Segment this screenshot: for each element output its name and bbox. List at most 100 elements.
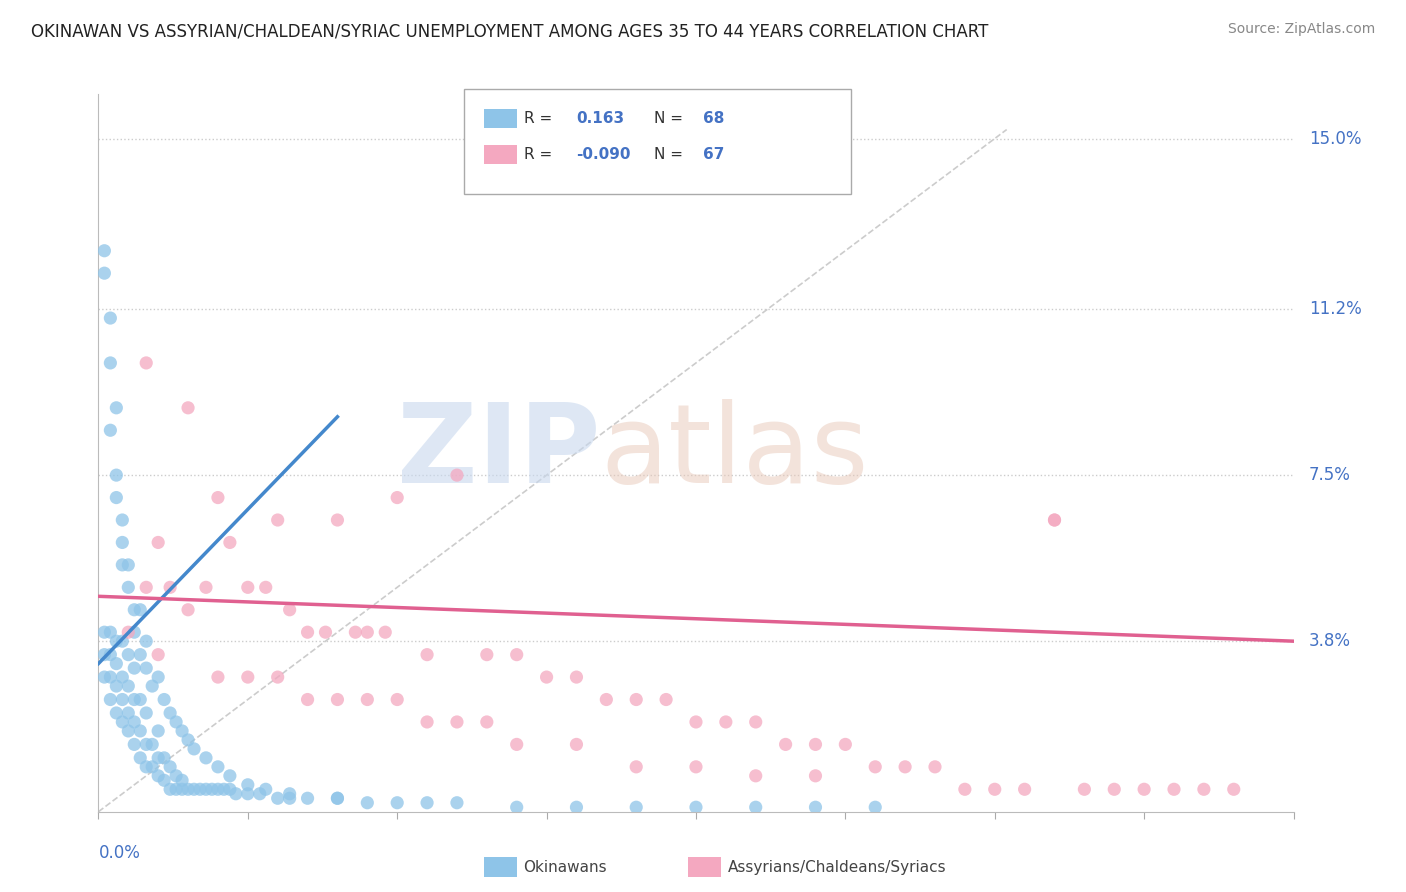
Point: [775, 738, 797, 752]
Point: [297, 692, 319, 706]
Point: [98, 423, 122, 437]
Point: [172, 782, 194, 797]
Text: atlas: atlas: [600, 400, 869, 506]
Point: [117, 558, 139, 572]
Point: [685, 800, 707, 814]
Point: [804, 769, 827, 783]
Point: [212, 782, 235, 797]
Point: [446, 796, 468, 810]
Point: [924, 760, 946, 774]
Point: [148, 769, 170, 783]
Point: [135, 634, 157, 648]
Point: [98, 692, 122, 706]
Point: [1014, 782, 1036, 797]
Point: [894, 760, 917, 774]
Point: [195, 782, 218, 797]
Point: [626, 760, 648, 774]
Point: [225, 787, 247, 801]
Text: 0.163: 0.163: [576, 112, 624, 126]
Point: [1043, 513, 1066, 527]
Point: [159, 706, 181, 720]
Point: [183, 782, 205, 797]
Point: [326, 791, 349, 805]
Point: [129, 723, 152, 738]
Point: [111, 558, 134, 572]
Point: [344, 625, 367, 640]
Point: [117, 723, 139, 738]
Point: [565, 800, 588, 814]
Text: 67: 67: [703, 147, 724, 161]
Point: [159, 760, 181, 774]
Point: [267, 670, 290, 684]
Point: [207, 760, 229, 774]
Point: [93, 648, 115, 662]
Point: [219, 535, 242, 549]
Point: [148, 535, 170, 549]
Point: [98, 356, 122, 370]
Point: [111, 513, 134, 527]
Point: [98, 625, 122, 640]
Point: [278, 787, 301, 801]
Point: [105, 634, 128, 648]
Point: [177, 782, 200, 797]
Point: [111, 634, 134, 648]
Point: [1043, 513, 1066, 527]
Point: [105, 468, 128, 483]
Point: [356, 796, 378, 810]
Point: [315, 625, 337, 640]
Point: [1192, 782, 1215, 797]
Point: [98, 670, 122, 684]
Point: [135, 760, 157, 774]
Text: 15.0%: 15.0%: [1309, 129, 1361, 147]
Text: R =: R =: [524, 147, 558, 161]
Point: [254, 782, 277, 797]
Point: [745, 800, 768, 814]
Point: [98, 311, 122, 326]
Point: [565, 670, 588, 684]
Point: [117, 625, 139, 640]
Point: [135, 661, 157, 675]
Point: [236, 787, 259, 801]
Point: [207, 491, 229, 505]
Point: [326, 513, 349, 527]
Point: [117, 648, 139, 662]
Point: [124, 603, 146, 617]
Point: [1073, 782, 1095, 797]
Point: [129, 751, 152, 765]
Point: [141, 760, 163, 774]
Point: [595, 692, 617, 706]
Point: [385, 796, 409, 810]
Point: [111, 535, 134, 549]
Text: ZIP: ZIP: [396, 400, 600, 506]
Point: [172, 723, 194, 738]
Point: [416, 796, 439, 810]
Point: [249, 787, 271, 801]
Point: [953, 782, 976, 797]
Point: [117, 706, 139, 720]
Point: [278, 603, 301, 617]
Point: [177, 401, 200, 415]
Point: [685, 714, 707, 729]
Point: [124, 738, 146, 752]
Point: [326, 791, 349, 805]
Text: 7.5%: 7.5%: [1309, 467, 1351, 484]
Point: [506, 648, 529, 662]
Point: [165, 782, 187, 797]
Point: [446, 468, 468, 483]
Point: [1104, 782, 1126, 797]
Point: [714, 714, 737, 729]
Point: [117, 679, 139, 693]
Point: [416, 648, 439, 662]
Text: 11.2%: 11.2%: [1309, 300, 1362, 318]
Point: [188, 782, 211, 797]
Point: [183, 742, 205, 756]
Point: [177, 603, 200, 617]
Point: [1223, 782, 1246, 797]
Point: [93, 670, 115, 684]
Text: N =: N =: [654, 112, 688, 126]
Point: [135, 706, 157, 720]
Point: [105, 679, 128, 693]
Point: [446, 714, 468, 729]
Point: [129, 603, 152, 617]
Text: R =: R =: [524, 112, 558, 126]
